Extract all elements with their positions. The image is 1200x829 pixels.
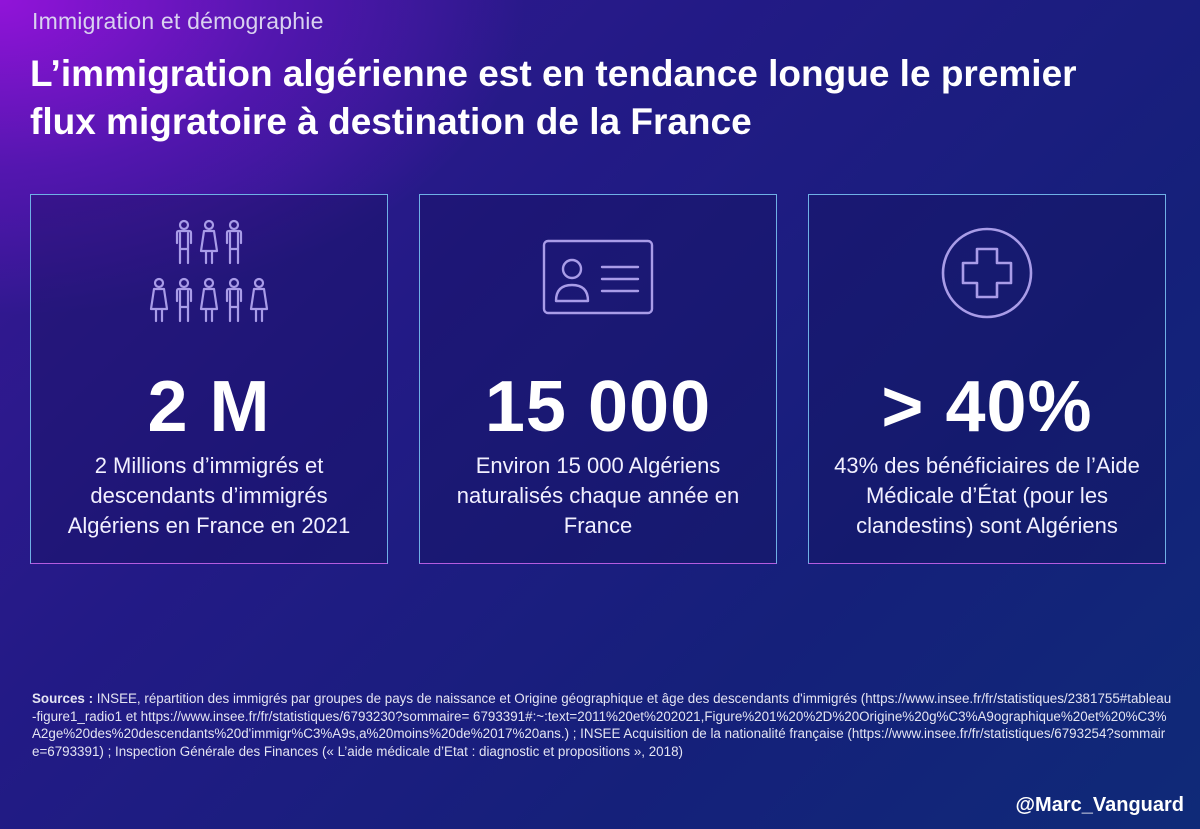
- stat-value: > 40%: [881, 367, 1093, 447]
- stat-card-naturalisations: 15 000 Environ 15 000 Algériens naturali…: [419, 194, 777, 564]
- sources-note: Sources : INSEE, répartition des immigré…: [32, 690, 1172, 760]
- sources-text: INSEE, répartition des immigrés par grou…: [32, 691, 1172, 759]
- sources-label: Sources :: [32, 691, 94, 706]
- stat-description: 2 Millions d’immigrés et descendants d’i…: [67, 453, 351, 538]
- medical-cross-icon: [809, 215, 1165, 335]
- people-group-icon: [31, 215, 387, 335]
- author-handle: @Marc_Vanguard: [1015, 794, 1184, 816]
- id-card-icon: [420, 215, 776, 335]
- category-kicker: Immigration et démographie: [32, 8, 324, 34]
- stat-card-immigrants: 2 M 2 Millions d’immigrés et descendants…: [30, 194, 388, 564]
- stat-value: 15 000: [484, 367, 712, 447]
- stat-description: Environ 15 000 Algériens naturalisés cha…: [456, 453, 740, 538]
- stat-value: 2 M: [147, 367, 271, 447]
- page-title: L’immigration algérienne est en tendance…: [30, 53, 1077, 142]
- stat-card-aide-medicale: > 40% 43% des bénéficiaires de l’Aide Mé…: [808, 194, 1166, 564]
- stat-description: 43% des bénéficiaires de l’Aide Médicale…: [834, 453, 1140, 538]
